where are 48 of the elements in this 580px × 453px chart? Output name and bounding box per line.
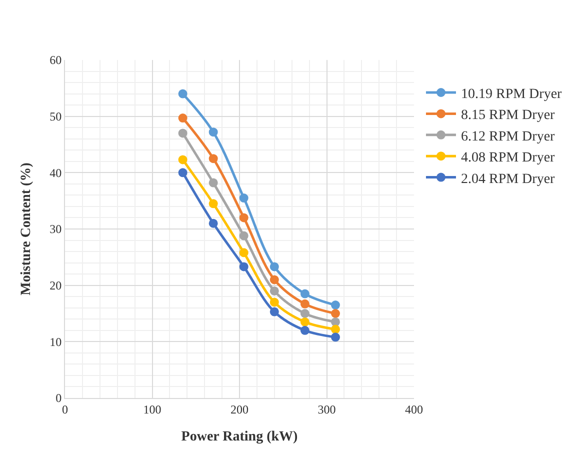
y-tick-label: 60 (50, 53, 62, 68)
point (239, 194, 248, 203)
point (270, 286, 279, 296)
point (178, 128, 188, 138)
x-tick-label: 200 (230, 402, 248, 416)
point (178, 168, 188, 178)
point (330, 332, 340, 342)
point (239, 231, 248, 240)
point (208, 218, 218, 228)
y-tick-label: 20 (50, 278, 62, 293)
point (208, 128, 218, 137)
point (239, 213, 248, 222)
y-tick-label: 30 (50, 222, 62, 236)
point (270, 307, 279, 316)
point (330, 324, 340, 334)
y-tick-label: 40 (50, 166, 62, 180)
point (300, 309, 310, 318)
legend-label: 10.19 RPM Dryer (460, 86, 562, 102)
x-tick-label: 400 (405, 402, 423, 416)
x-tick-label: 300 (318, 402, 336, 416)
point (208, 178, 218, 188)
y-axis-title: Moisture Content (%) (19, 162, 34, 296)
point (300, 289, 310, 298)
y-tick-label: 0 (56, 391, 62, 406)
point (330, 317, 340, 326)
legend-label: 6.12 RPM Dryer (460, 129, 556, 144)
point (178, 114, 188, 123)
x-axis-title: Power Rating (kW) (181, 430, 298, 445)
y-tick-label: 50 (50, 110, 62, 124)
point (239, 262, 248, 272)
point (270, 275, 279, 284)
legend-label: 8.15 RPM Dryer (460, 108, 556, 124)
legend-label: 4.08 RPM Dryer (460, 150, 556, 166)
y-tick-label: 10 (50, 334, 62, 349)
point (300, 326, 310, 335)
point (330, 309, 340, 318)
point (178, 155, 188, 164)
x-tick-label: 100 (143, 402, 162, 416)
point (239, 248, 248, 258)
point (300, 299, 310, 308)
point (208, 154, 218, 164)
point (208, 199, 218, 208)
point (330, 300, 340, 310)
point (300, 317, 310, 326)
point (270, 298, 279, 307)
legend-label: 2.04 RPM Dryer (460, 172, 556, 187)
point (178, 89, 188, 98)
point (270, 262, 279, 272)
